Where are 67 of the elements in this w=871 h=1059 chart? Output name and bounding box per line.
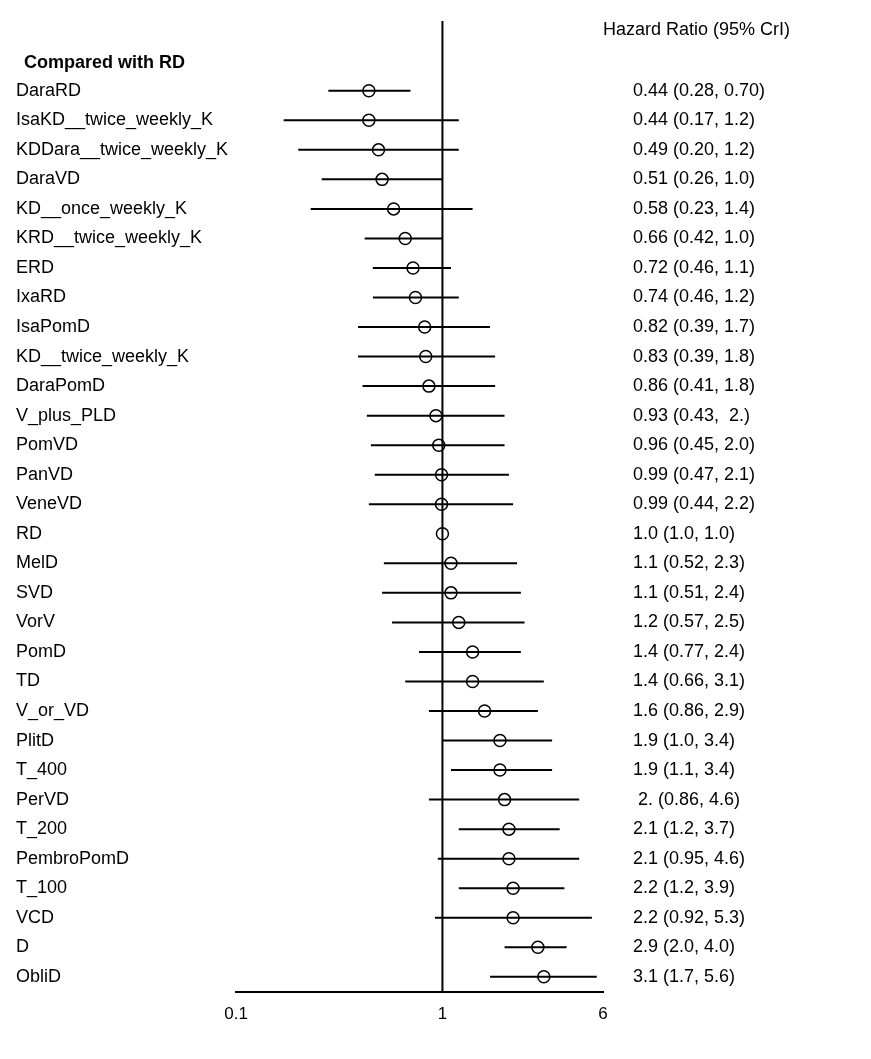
y-tick-label: PomVD (16, 434, 79, 455)
y-tick-label: DaraPomD (16, 375, 106, 396)
text: 0.96 (0.45, 2.0) (633, 434, 756, 455)
y-tick-label: DaraVD (16, 168, 81, 189)
text: Hazard Ratio (95% CrI) (603, 18, 791, 39)
y-tick-label: KRD__twice_weekly_K (16, 227, 203, 249)
text: 0.44 (0.28, 0.70) (633, 79, 766, 100)
y-tick-label: KD__twice_weekly_K (16, 345, 190, 367)
y-tick-label: KDDara__twice_weekly_K (16, 138, 229, 160)
y-tick-label: SVD (16, 581, 54, 602)
text: 0.44 (0.17, 1.2) (633, 109, 756, 130)
text: 1.6 (0.86, 2.9) (633, 699, 746, 720)
text: 0.99 (0.44, 2.2) (633, 493, 756, 514)
y-tick-label: DaraRD (16, 79, 82, 100)
y-tick-label: VorV (16, 611, 56, 632)
text: 0.66 (0.42, 1.0) (633, 227, 756, 248)
y-tick-label: T_100 (16, 877, 68, 899)
text: 1.9 (1.0, 3.4) (633, 729, 736, 750)
text: 1.2 (0.57, 2.5) (633, 611, 746, 632)
text: 2. (0.86, 4.6) (633, 788, 741, 809)
text: 1.4 (0.66, 3.1) (633, 670, 746, 691)
text: 3.1 (1.7, 5.6) (633, 965, 736, 986)
y-tick-label: PomD (16, 640, 67, 661)
text: 0.51 (0.26, 1.0) (633, 168, 756, 189)
text: 2.1 (1.2, 3.7) (633, 818, 736, 839)
y-tick-label: TD (16, 670, 40, 691)
text: 2.9 (2.0, 4.0) (633, 936, 736, 957)
text: 2.2 (0.92, 5.3) (633, 906, 746, 927)
text: 1.4 (0.77, 2.4) (633, 640, 746, 661)
text: 0.72 (0.46, 1.1) (633, 256, 756, 277)
text: 1.9 (1.1, 3.4) (633, 759, 736, 780)
text: 2.2 (1.2, 3.9) (633, 877, 736, 898)
y-tick-label: V_or_VD (16, 699, 90, 721)
text: 0.74 (0.46, 1.2) (633, 286, 756, 307)
text: 0.58 (0.23, 1.4) (633, 197, 756, 218)
text: 1.0 (1.0, 1.0) (633, 522, 736, 543)
y-tick-label: PanVD (16, 463, 74, 484)
y-tick-label: IxaRD (16, 286, 67, 307)
chart-subtitle: Compared with RD (24, 51, 186, 72)
y-tick-label: T_200 (16, 818, 68, 840)
y-tick-label: MelD (16, 552, 59, 573)
text: 0.86 (0.41, 1.8) (633, 375, 756, 396)
text: 2.1 (0.95, 4.6) (633, 847, 746, 868)
y-tick-label: VCD (16, 906, 55, 927)
text: 0.83 (0.39, 1.8) (633, 345, 756, 366)
y-tick-label: PlitD (16, 729, 55, 750)
x-tick-label: 6 (598, 1004, 608, 1024)
text: 1.1 (0.51, 2.4) (633, 581, 746, 602)
y-tick-label: RD (16, 522, 42, 543)
y-tick-label: T_400 (16, 759, 68, 781)
y-tick-label: ERD (16, 256, 55, 277)
text: 1.1 (0.52, 2.3) (633, 552, 746, 573)
x-tick-label: 0.1 (224, 1004, 248, 1024)
text: 0.82 (0.39, 1.7) (633, 316, 756, 337)
y-tick-label: IsaPomD (16, 316, 91, 337)
y-tick-label: D (16, 936, 29, 957)
text: 0.99 (0.47, 2.1) (633, 463, 756, 484)
y-tick-label: IsaKD__twice_weekly_K (16, 109, 214, 131)
y-tick-label: PerVD (16, 788, 70, 809)
x-tick-label: 1 (437, 1004, 448, 1024)
y-tick-label: KD__once_weekly_K (16, 197, 188, 219)
y-tick-label: PembroPomD (16, 847, 130, 868)
text: 0.93 (0.43, 2.) (633, 404, 751, 425)
y-tick-label: V_plus_PLD (16, 404, 117, 426)
y-tick-label: ObliD (16, 965, 62, 986)
text: 0.49 (0.20, 1.2) (633, 138, 756, 159)
y-tick-label: VeneVD (16, 493, 83, 514)
